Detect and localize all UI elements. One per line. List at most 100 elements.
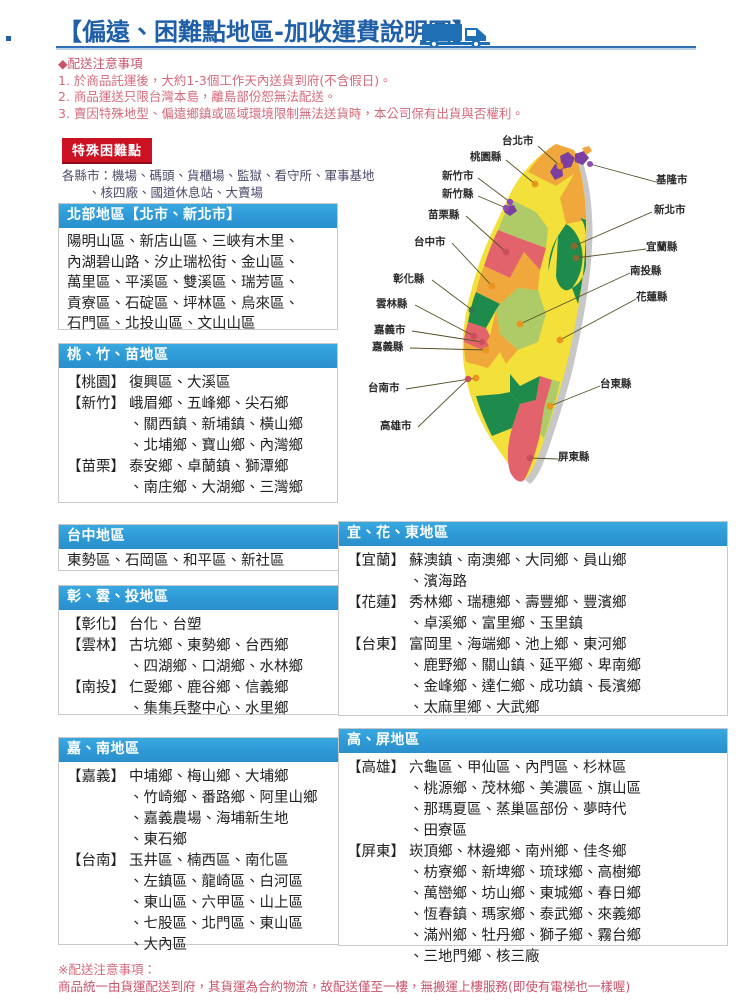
row-tag: [347, 572, 409, 593]
notice-item-3: 3. 賣因特殊地型、偏遠鄉鎮或區域環境限制無法送貨時，本公司保有出貨與否權利。: [58, 105, 524, 121]
row-tag: [347, 926, 409, 947]
section-tcm-row: 、南庄鄉、大湖鄉、三灣鄉: [67, 478, 331, 499]
row-value: 、左鎮區、龍崎區、白河區: [129, 874, 303, 890]
row-value: 、七股區、北門區、東山區: [129, 916, 303, 932]
section-north-line: 貢寮區、石碇區、坪林區、烏來區、: [67, 295, 299, 312]
map-label-tainan-city: 台南市: [368, 382, 400, 394]
section-north-header: 北部地區【北市、新北市】: [59, 204, 337, 228]
map-label-hsinchu-county: 新竹縣: [442, 188, 474, 200]
row-tag: 【花蓮】: [347, 595, 405, 611]
row-value: 玉井區、楠西區、南化區: [129, 853, 289, 869]
header-divider: [56, 46, 696, 50]
section-taichung-header: 台中地區: [59, 525, 339, 549]
row-value: 、大內區: [129, 937, 187, 953]
row-tag: [67, 436, 129, 457]
section-taoyuan-hsinchu-miaoli: 桃、竹、苗地區 【桃園】 復興區、大溪區 【新竹】 峨眉鄉、五峰鄉、尖石鄉 、關西鎮…: [58, 343, 338, 503]
section-yhd-row: 、金峰鄉、達仁鄉、成功鎮、長濱鄉: [347, 677, 721, 698]
map-label-chiayi-city: 嘉義市: [374, 324, 406, 336]
row-tag: 【新竹】: [67, 396, 125, 412]
footer-line-2: 商品統一由貨運配送到府，其貨運為合約物流，故配送僅至一樓，無搬運上樓服務(即使有…: [58, 979, 631, 994]
section-tcm-header: 桃、竹、苗地區: [59, 344, 337, 368]
footer-notes: ※配送注意事項： 商品統一由貨運配送到府，其貨運為合約物流，故配送僅至一樓，無搬…: [58, 962, 748, 995]
section-kp-row: 、桃源鄉、茂林鄉、美濃區、旗山區: [347, 779, 721, 800]
section-north-line: 萬里區、平溪區、雙溪區、瑞芳區、: [67, 275, 299, 291]
section-tcm-row: 【苗栗】 泰安鄉、卓蘭鎮、獅潭鄉: [67, 457, 331, 478]
section-taichung: 台中地區 東勢區、石岡區、和平區、新社區: [58, 524, 340, 571]
row-value: 、四湖鄉、口湖鄉、水林鄉: [129, 659, 303, 675]
taiwan-map: 台北市 桃園縣 新竹市 新竹縣 苗栗縣 台中市 彰化縣 雲林縣 嘉義市 嘉義縣 …: [360, 128, 750, 500]
map-label-chiayi-county: 嘉義縣: [372, 341, 404, 353]
section-kp-body: 【高雄】 六龜區、甲仙區、內門區、杉林區 、桃源鄉、茂林鄉、美濃區、旗山區 、那瑪…: [339, 753, 727, 974]
row-tag: 【桃園】: [67, 375, 125, 391]
notice-item-2: 2. 商品運送只限台灣本島，離島部份恕無法配送。: [58, 89, 337, 104]
row-value: 、恆春鎮、瑪家鄉、泰武鄉、來義鄉: [409, 907, 641, 923]
row-value: 仁愛鄉、鹿谷鄉、信義鄉: [129, 680, 289, 696]
row-tag: [347, 779, 409, 800]
section-cyn-header: 彰、雲、投地區: [59, 586, 339, 610]
row-tag: 【高雄】: [347, 760, 405, 776]
row-value: 、桃源鄉、茂林鄉、美濃區、旗山區: [409, 781, 641, 797]
row-value: 崁頂鄉、林邊鄉、南州鄉、佳冬鄉: [409, 844, 627, 860]
row-tag: [67, 699, 129, 720]
map-label-pingtung-county: 屏東縣: [558, 451, 590, 463]
map-label-taoyuan-county: 桃園縣: [470, 151, 502, 163]
section-tcm-body: 【桃園】 復興區、大溪區 【新竹】 峨眉鄉、五峰鄉、尖石鄉 、關西鎮、新埔鎮、橫山鄉…: [59, 368, 337, 505]
row-tag: [67, 914, 129, 935]
row-tag: [67, 809, 129, 830]
section-tcm-row: 、北埔鄉、寶山鄉、內灣鄉: [67, 436, 331, 457]
page-edge-mark: [6, 36, 11, 41]
section-kp-row: 、恆春鎮、瑪家鄉、泰武鄉、來義鄉: [347, 905, 721, 926]
row-value: 、北埔鄉、寶山鄉、內灣鄉: [129, 438, 303, 454]
row-value: 、金峰鄉、達仁鄉、成功鎮、長濱鄉: [409, 679, 641, 695]
section-yhd-row: 、太麻里鄉、大武鄉: [347, 698, 721, 719]
row-value: 峨眉鄉、五峰鄉、尖石鄉: [129, 396, 289, 412]
section-cjn-row: 、嘉義農場、海埔新生地: [67, 809, 333, 830]
section-cyn-row: 【雲林】 古坑鄉、東勢鄉、台西鄉: [67, 636, 333, 657]
row-tag: 【嘉義】: [67, 769, 125, 785]
section-kp-row: 、那瑪夏區、蒸巢區部份、夢時代: [347, 800, 721, 821]
row-value: 、南庄鄉、大湖鄉、三灣鄉: [129, 480, 303, 496]
row-tag: [67, 657, 129, 678]
section-yhd-row: 【宜蘭】 蘇澳鎮、南澳鄉、大同鄉、員山鄉: [347, 551, 721, 572]
row-value: 台化、台塑: [129, 617, 202, 633]
row-tag: [347, 656, 409, 677]
row-value: 泰安鄉、卓蘭鎮、獅潭鄉: [129, 459, 289, 475]
map-label-nantou-county: 南投縣: [630, 265, 662, 277]
section-tcm-row: 【新竹】 峨眉鄉、五峰鄉、尖石鄉: [67, 394, 331, 415]
row-tag: [347, 884, 409, 905]
section-yhd-row: 【花蓮】 秀林鄉、瑞穗鄉、壽豐鄉、豐濱鄉: [347, 593, 721, 614]
section-cyn-body: 【彰化】 台化、台塑 【雲林】 古坑鄉、東勢鄉、台西鄉 、四湖鄉、口湖鄉、水林鄉 【…: [59, 610, 339, 726]
row-value: 、東山區、六甲區、山上區: [129, 895, 303, 911]
row-tag: 【台東】: [347, 637, 405, 653]
section-cjn-row: 、大內區: [67, 935, 333, 956]
row-value: 、萬巒鄉、坊山鄉、東城鄉、春日鄉: [409, 886, 641, 902]
row-value: 、田寮區: [409, 823, 467, 839]
row-tag: [67, 893, 129, 914]
row-value: 、滿州鄉、牡丹鄉、獅子鄉、霧台鄉: [409, 928, 641, 944]
special-badge: 特殊困難點: [62, 138, 153, 164]
row-value: 、嘉義農場、海埔新生地: [129, 811, 289, 827]
section-taichung-line: 東勢區、石岡區、和平區、新社區: [67, 553, 285, 569]
section-yhd-header: 宜、花、東地區: [339, 522, 727, 546]
section-taichung-body: 東勢區、石岡區、和平區、新社區: [59, 549, 339, 578]
section-kp-row: 【屏東】 崁頂鄉、林邊鄉、南州鄉、佳冬鄉: [347, 842, 721, 863]
row-value: 古坑鄉、東勢鄉、台西鄉: [129, 638, 289, 654]
row-value: 、太麻里鄉、大武鄉: [409, 700, 540, 716]
section-cyn-row: 、四湖鄉、口湖鄉、水林鄉: [67, 657, 333, 678]
row-tag: [67, 830, 129, 851]
row-tag: 【雲林】: [67, 638, 125, 654]
map-label-taichung-city: 台中市: [414, 236, 446, 248]
row-value: 中埔鄉、梅山鄉、大埔鄉: [129, 769, 289, 785]
map-label-taitung-county: 台東縣: [600, 378, 632, 390]
row-value: 、卓溪鄉、富里鄉、玉里鎮: [409, 616, 583, 632]
map-label-taipei-city: 台北市: [502, 135, 534, 147]
map-label-changhua-county: 彰化縣: [393, 273, 425, 285]
special-difficult-points: 特殊困難點 各縣市：機場、碼頭、貨櫃場、監獄、看守所、軍事基地 、核四廠、國道休…: [62, 138, 402, 201]
row-tag: [67, 415, 129, 436]
map-label-miaoli-county: 苗栗縣: [428, 209, 460, 221]
section-cyn-row: 【彰化】 台化、台塑: [67, 615, 333, 636]
row-tag: [347, 905, 409, 926]
row-tag: [347, 677, 409, 698]
section-cjn-header: 嘉、南地區: [59, 738, 339, 762]
